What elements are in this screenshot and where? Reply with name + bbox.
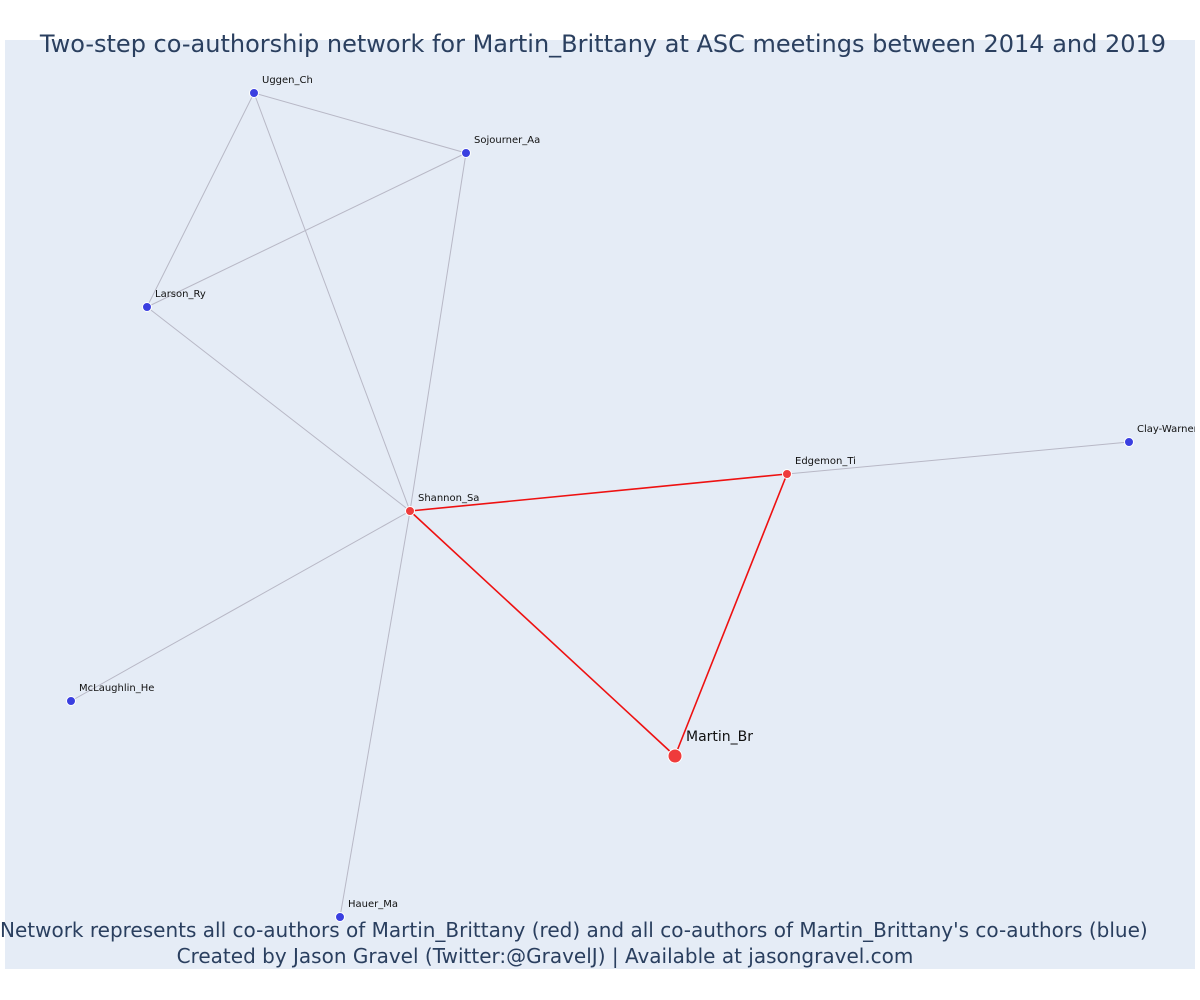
node-McLaughlin_He[interactable] <box>66 696 76 706</box>
node-label-Clay-Warner: Clay-Warner_ <box>1137 424 1195 435</box>
edges-group <box>70 92 1130 918</box>
caption-line-1: Network represents all co-authors of Mar… <box>0 918 1148 942</box>
node-label-Larson_Ry: Larson_Ry <box>155 289 206 300</box>
network-graph: Uggen_Ch Sojourner_Aa Larson_Ry Clay-Warner… <box>66 75 1195 922</box>
node-Clay-Warner[interactable] <box>1124 437 1134 447</box>
node-label-Edgemon_Ti: Edgemon_Ti <box>795 456 856 467</box>
node-Larson_Ry[interactable] <box>142 302 152 312</box>
node-label-Hauer_Ma: Hauer_Ma <box>348 899 398 910</box>
plot-area: Uggen_Ch Sojourner_Aa Larson_Ry Clay-Warner… <box>5 40 1195 969</box>
node-label-Martin_Br: Martin_Br <box>686 729 753 745</box>
node-label-McLaughlin_He: McLaughlin_He <box>79 683 154 694</box>
edge-Larson_Ry-Shannon_Sa <box>146 306 411 512</box>
edge-Shannon_Sa-McLaughlin_He <box>70 510 411 702</box>
edge-Uggen_Ch-Shannon_Sa <box>253 92 411 512</box>
edge-Sojourner_Aa-Larson_Ry <box>146 152 467 308</box>
node-Edgemon_Ti[interactable] <box>782 469 792 479</box>
node-Sojourner_Aa[interactable] <box>461 148 471 158</box>
node-label-Shannon_Sa: Shannon_Sa <box>418 493 479 504</box>
edge-Shannon_Sa-Martin_Br <box>409 510 676 757</box>
chart-title: Two-step co-authorship network for Marti… <box>39 30 1167 58</box>
edge-Uggen_Ch-Larson_Ry <box>146 92 255 308</box>
node-Shannon_Sa[interactable] <box>405 506 415 516</box>
node-label-Sojourner_Aa: Sojourner_Aa <box>474 135 540 146</box>
edge-Shannon_Sa-Hauer_Ma <box>339 510 411 918</box>
node-Martin_Br[interactable] <box>667 748 683 764</box>
node-Uggen_Ch[interactable] <box>249 88 259 98</box>
nodes-group: Uggen_Ch Sojourner_Aa Larson_Ry Clay-Warner… <box>66 75 1195 922</box>
edge-Sojourner_Aa-Shannon_Sa <box>409 152 467 512</box>
edge-Edgemon_Ti-Martin_Br <box>674 473 788 757</box>
node-label-Uggen_Ch: Uggen_Ch <box>262 75 313 86</box>
edge-Edgemon_Ti-Clay-Warner <box>786 441 1130 475</box>
edge-Uggen_Ch-Sojourner_Aa <box>253 92 467 154</box>
caption-line-2: Created by Jason Gravel (Twitter:@Gravel… <box>176 944 914 968</box>
edge-Shannon_Sa-Edgemon_Ti <box>409 473 788 512</box>
node-Hauer_Ma[interactable] <box>335 912 345 922</box>
